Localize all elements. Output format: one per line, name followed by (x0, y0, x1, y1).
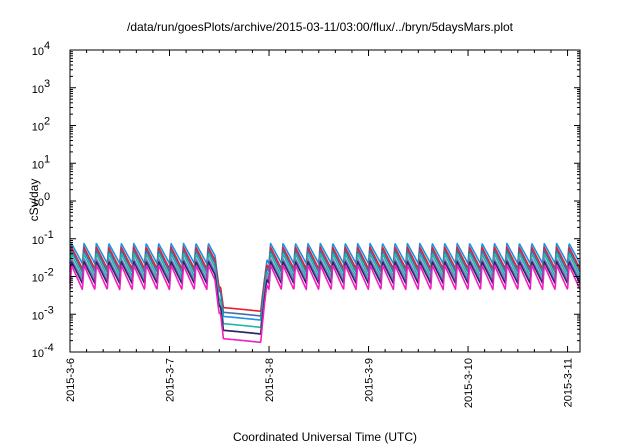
y-tick-exponent: 3 (44, 78, 50, 90)
plot-frame (69, 49, 581, 353)
series-layer (69, 242, 581, 344)
y-tick-exponent: -4 (44, 342, 54, 354)
series-line (69, 253, 581, 329)
x-tick-label: 2015-3-9 (364, 358, 376, 402)
x-tick-label: 2015-3-7 (165, 358, 177, 402)
y-tick-exponent: -3 (44, 304, 54, 316)
series-line (69, 246, 581, 313)
series-line (69, 260, 581, 335)
y-tick-label: 10 (32, 122, 44, 134)
x-tick-label: 2015-3-8 (264, 358, 276, 402)
y-tick-label: 10 (32, 235, 44, 247)
y-tick-exponent: 0 (44, 191, 50, 203)
y-tick-exponent: 1 (44, 153, 50, 165)
series-line (69, 242, 581, 321)
y-tick-label: 10 (32, 159, 44, 171)
y-tick-label: 10 (32, 273, 44, 285)
x-tick-label: 2015-3-6 (65, 358, 77, 402)
y-tick-exponent: -1 (44, 229, 54, 241)
series-line (69, 249, 581, 317)
y-tick-label: 10 (32, 84, 44, 96)
series-line (69, 264, 581, 344)
y-tick-exponent: 4 (44, 40, 50, 52)
x-tick-label: 2015-3-10 (463, 358, 475, 408)
y-tick-label: 10 (32, 310, 44, 322)
x-tick-label: 2015-3-11 (563, 358, 575, 407)
x-axis-title: Coordinated Universal Time (UTC) (232, 430, 418, 444)
y-tick-label: 10 (32, 197, 44, 209)
y-tick-exponent: 2 (44, 116, 50, 128)
y-tick-exponent: -2 (44, 267, 54, 279)
y-tick-label: 10 (32, 46, 44, 58)
series-line (69, 257, 581, 335)
chart-title: /data/run/goesPlots/archive/2015-03-11/0… (127, 20, 513, 34)
y-tick-label: 10 (32, 348, 44, 360)
